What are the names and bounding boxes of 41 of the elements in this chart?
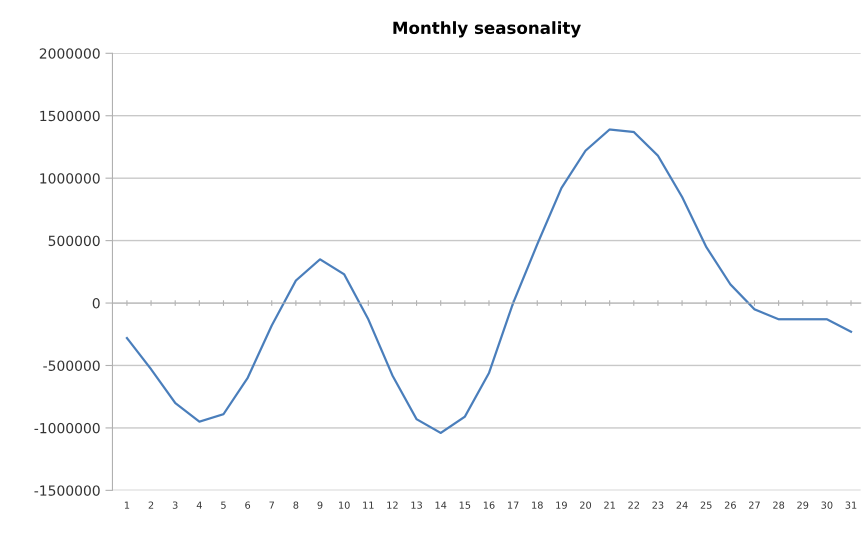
- x-tick-label: 20: [580, 501, 592, 509]
- y-tick-label: 2000000: [40, 48, 100, 59]
- chart-title: Monthly seasonality: [393, 21, 581, 38]
- y-tick-label: 0: [92, 298, 100, 309]
- x-tick-label: 31: [846, 501, 856, 509]
- x-tick-label: 10: [339, 501, 350, 509]
- x-tick-label: 4: [196, 502, 202, 509]
- x-tick-label: 27: [749, 501, 760, 509]
- y-tick-label: 500000: [48, 236, 100, 246]
- y-tick-label: -1000000: [34, 422, 100, 434]
- line-series: [126, 128, 852, 434]
- x-tick-label: 17: [508, 502, 518, 509]
- x-tick-label: 7: [269, 502, 274, 509]
- y-tick-label: 1500000: [40, 110, 100, 122]
- x-tick-label: 23: [652, 501, 664, 509]
- x-tick-label: 11: [363, 502, 374, 509]
- x-tick-label: 29: [797, 501, 808, 509]
- x-tick-label: 25: [700, 501, 712, 509]
- x-tick-label: 13: [411, 501, 422, 509]
- x-tick-label: 9: [318, 501, 322, 509]
- x-tick-label: 3: [172, 501, 178, 509]
- x-tick-label: 21: [604, 501, 615, 509]
- x-tick-label: 8: [293, 501, 298, 509]
- x-tick-label: 16: [484, 501, 495, 509]
- y-tick-label: -500000: [43, 360, 100, 371]
- x-tick-label: 12: [387, 501, 398, 509]
- x-tick-label: 28: [773, 501, 784, 509]
- x-tick-label: 6: [245, 501, 250, 509]
- y-tick-label: -1500000: [34, 485, 100, 496]
- x-tick-label: 24: [676, 501, 688, 509]
- x-tick-label: 15: [460, 502, 470, 509]
- x-tick-label: 5: [221, 502, 226, 509]
- x-tick-label: 26: [724, 501, 736, 509]
- x-tick-label: 14: [436, 502, 446, 509]
- x-tick-label: 30: [821, 501, 832, 509]
- x-tick-label: 19: [556, 501, 567, 509]
- x-tick-label: 2: [148, 501, 154, 509]
- x-tick-label: 1: [124, 502, 130, 509]
- x-tick-label: 18: [532, 501, 543, 509]
- y-tick-label: 1000000: [40, 173, 100, 184]
- x-tick-label: 22: [628, 501, 640, 509]
